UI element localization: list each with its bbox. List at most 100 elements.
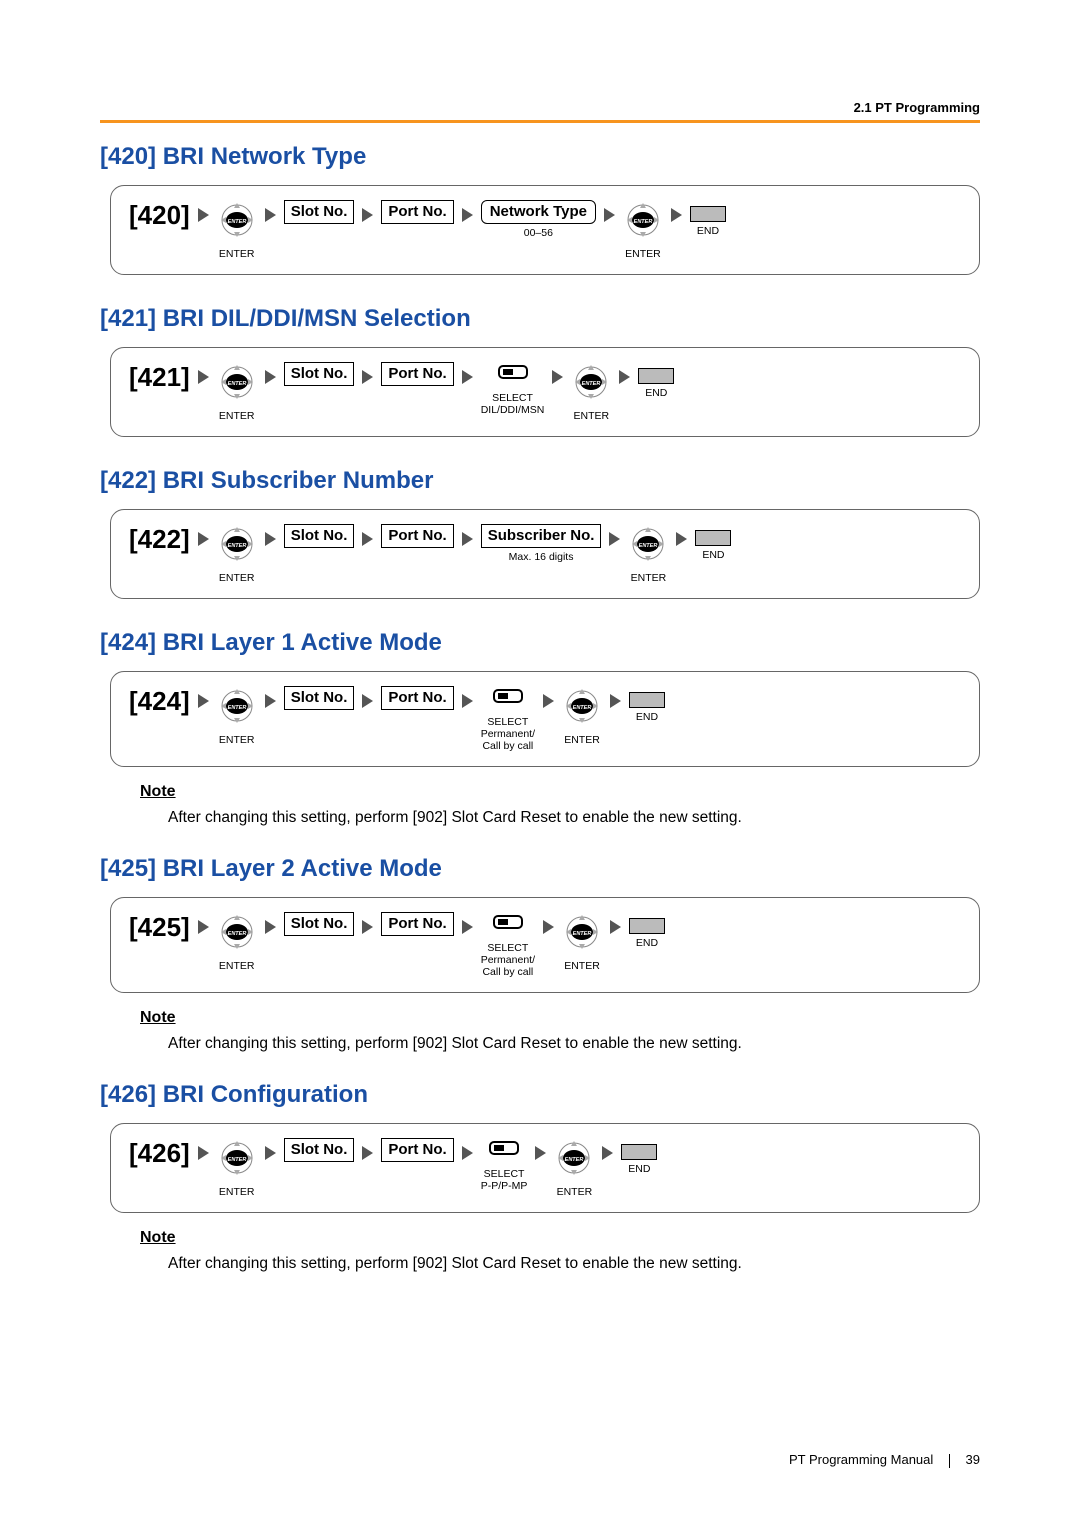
flow-step-sublabel: ENTER [219, 960, 255, 972]
flow-step-sublabel: ENTER [557, 1186, 593, 1198]
arrow-icon [676, 532, 687, 546]
arrow-icon [671, 208, 682, 222]
enter-key-icon: ENTER [562, 912, 602, 957]
flow-step: Slot No. [284, 686, 355, 710]
flow-step: Port No. [381, 686, 453, 710]
flow-field-box: Port No. [381, 362, 453, 386]
flow-step-sublabel: ENTER [631, 572, 667, 584]
flow-field-box: Slot No. [284, 524, 355, 548]
flow-step: Port No. [381, 524, 453, 548]
program-code: [426] [129, 1138, 190, 1168]
flow-step-sublabel: ENTER [564, 734, 600, 746]
arrow-icon [462, 1146, 473, 1160]
flow-step-sublabel: END [628, 1163, 650, 1175]
flow-step: ENTERENTER [562, 912, 602, 972]
arrow-icon [543, 694, 554, 708]
flow-step-sublabel: END [645, 387, 667, 399]
flow-diagram: [421]ENTERENTERSlot No.Port No.SELECTDIL… [110, 347, 980, 437]
note-text: After changing this setting, perform [90… [168, 1033, 980, 1055]
flow-field-box: Port No. [381, 912, 453, 936]
svg-text:ENTER: ENTER [227, 219, 246, 225]
note-block: Note After changing this setting, perform… [140, 1009, 980, 1055]
footer-page-number: 39 [966, 1452, 980, 1467]
flow-step: Slot No. [284, 1138, 355, 1162]
section-title: [424] BRI Layer 1 Active Mode [100, 629, 980, 657]
arrow-icon [198, 532, 209, 546]
arrow-icon [462, 370, 473, 384]
flow-field-box: Port No. [381, 1138, 453, 1162]
flow-step: ENTERENTER [217, 200, 257, 260]
flow-field-box: Slot No. [284, 362, 355, 386]
program-code: [420] [129, 200, 190, 230]
arrow-icon [610, 920, 621, 934]
arrow-icon [362, 920, 373, 934]
svg-text:ENTER: ENTER [227, 381, 246, 387]
enter-key-icon: ENTER [217, 524, 257, 569]
flow-step-sublabel: ENTER [219, 1186, 255, 1198]
flow-field-box: Port No. [381, 524, 453, 548]
note-label: Note [140, 783, 980, 801]
flow-step: ENTERENTER [562, 686, 602, 746]
flow-field-box: Slot No. [284, 912, 355, 936]
flow-step: ENTERENTER [217, 912, 257, 972]
flow-step: Network Type00–56 [481, 200, 596, 239]
arrow-icon [543, 920, 554, 934]
svg-text:ENTER: ENTER [227, 705, 246, 711]
program-code: [424] [129, 686, 190, 716]
enter-key-icon: ENTER [217, 686, 257, 731]
flow-step: Port No. [381, 912, 453, 936]
flow-field-box: Slot No. [284, 686, 355, 710]
arrow-icon [362, 208, 373, 222]
arrow-icon [609, 532, 620, 546]
flow-step: END [690, 200, 726, 237]
flow-step-sublabel: END [697, 225, 719, 237]
flow-step-sublabel: END [636, 711, 658, 723]
flow-step-sublabel: Max. 16 digits [509, 551, 574, 563]
select-key-icon [488, 686, 528, 713]
flow-field-rbox: Network Type [481, 200, 596, 224]
flow-field-box: Subscriber No. [481, 524, 602, 548]
svg-text:ENTER: ENTER [582, 381, 601, 387]
select-key-icon [493, 362, 533, 389]
flow-step: SELECTPermanent/Call by call [481, 912, 535, 978]
enter-key-icon: ENTER [554, 1138, 594, 1183]
svg-text:ENTER: ENTER [634, 219, 653, 225]
end-key-icon [690, 206, 726, 222]
arrow-icon [362, 532, 373, 546]
arrow-icon [265, 532, 276, 546]
flow-field-box: Slot No. [284, 200, 355, 224]
flow-step: END [629, 912, 665, 949]
arrow-icon [198, 208, 209, 222]
flow-step: ENTERENTER [217, 362, 257, 422]
section-title: [421] BRI DIL/DDI/MSN Selection [100, 305, 980, 333]
flow-field-box: Slot No. [284, 1138, 355, 1162]
arrow-icon [362, 370, 373, 384]
flow-step-sublabel: ENTER [574, 410, 610, 422]
flow-step: ENTERENTER [623, 200, 663, 260]
note-label: Note [140, 1009, 980, 1027]
svg-text:ENTER: ENTER [565, 1157, 584, 1163]
arrow-icon [362, 1146, 373, 1160]
note-text: After changing this setting, perform [90… [168, 1253, 980, 1275]
flow-step: Port No. [381, 200, 453, 224]
section-title: [426] BRI Configuration [100, 1081, 980, 1109]
flow-step-sublabel: SELECTP-P/P-MP [481, 1168, 528, 1192]
note-label: Note [140, 1229, 980, 1247]
flow-field-box: Port No. [381, 686, 453, 710]
arrow-icon [462, 694, 473, 708]
program-code: [422] [129, 524, 190, 554]
flow-step: Slot No. [284, 362, 355, 386]
flow-step: ENTER ENTER [554, 1138, 594, 1198]
flow-step-sublabel: SELECTDIL/DDI/MSN [481, 392, 545, 416]
arrow-icon [265, 370, 276, 384]
flow-step: END [629, 686, 665, 723]
select-key-icon [488, 912, 528, 939]
svg-text:ENTER: ENTER [227, 543, 246, 549]
arrow-icon [535, 1146, 546, 1160]
note-text: After changing this setting, perform [90… [168, 807, 980, 829]
flow-diagram: [424]ENTERENTERSlot No.Port No.SELECTPer… [110, 671, 980, 767]
enter-key-icon: ENTER [217, 1138, 257, 1183]
arrow-icon [198, 1146, 209, 1160]
enter-key-icon: ENTER [623, 200, 663, 245]
arrow-icon [610, 694, 621, 708]
